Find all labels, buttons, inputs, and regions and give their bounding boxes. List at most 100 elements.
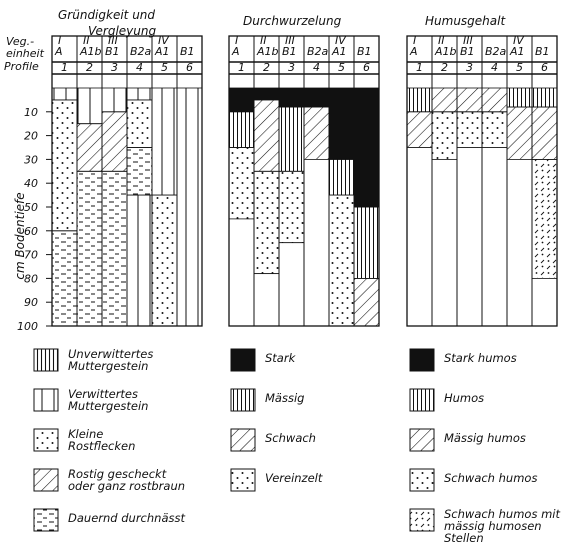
legend-label: mässig humosen [444,519,542,533]
profile-segment-dashes [76,170,103,327]
profile-number: 3 [288,61,295,74]
profile-segment-verwittert [126,194,153,327]
veg-unit-label: A1 [154,45,170,58]
profile-segment-dots [151,194,178,327]
profile-segment-dotdiag [531,158,558,279]
profile-segment-verwittert [126,87,153,101]
legend-swatch-dots [33,428,59,452]
profile-number: 2 [263,61,270,74]
veg-unit-label: B1 [282,45,297,58]
profile-segment-blank [303,158,330,327]
group-label: I [413,34,416,47]
profile-number: 2 [441,61,448,74]
profile-number: 4 [313,61,320,74]
legend-swatch-dotdiag [409,508,435,532]
panel-durchwurzelung: I II III IVA A1b B1 B2a A1 B11 2 3 4 5 6 [228,34,380,327]
profile-segment-verwittert [176,87,203,327]
profile-segment-vlines [328,158,355,196]
veg-unit-label: B1 [460,45,475,58]
profile-segment-verwittert [76,87,103,125]
y-tick-label: 50 [24,201,38,214]
legend-label: Dauernd durchnässt [68,511,185,525]
legend-label: Schwach humos mit [444,507,560,521]
group-label: III [285,34,295,47]
profile-segment-blank [506,158,533,327]
legend-label: Vereinzelt [265,471,323,485]
profile-segment-diag [353,277,380,327]
y-tick-label: 60 [24,225,38,238]
profile-segment-vlines [406,87,433,113]
profile-segment-blank [481,147,508,327]
profile-segment-blank [228,218,255,327]
legend-label: Muttergestein [68,359,148,373]
group-label: II [438,34,445,47]
panel1-title-line1: Gründigkeit und [58,8,155,22]
veg-unit-label: B1 [357,45,372,58]
profile-segment-dots [51,99,78,232]
profile-segment-diag [303,106,330,160]
profile-segment-blank [431,158,458,327]
legend-label: oder ganz rostbraun [68,479,185,493]
profile-segment-diag [253,99,280,172]
profile-segment-dots [253,170,280,275]
legend-label: Schwach humos [444,471,537,485]
veg-unit-label: A [231,45,240,58]
profile-segment-blank [531,277,558,327]
profile-number: 1 [238,61,245,74]
legend-label: Rostig gescheckt [68,467,167,481]
profile-segment-black [278,87,305,108]
profile-segment-diag [431,87,458,113]
profile-segment-dots [481,111,508,148]
profile-segment-diag [76,123,103,172]
veg-unit-label: A1b [434,45,457,58]
profile-segment-vlines [228,111,255,148]
y-tick-label: 20 [24,130,38,143]
legend-swatch-black [409,348,435,372]
y-tick-label: 30 [24,153,38,166]
legend-swatch-verwittert [33,388,59,412]
legend-label: Kleine [68,427,103,441]
y-tick-label: 10 [24,106,38,119]
profile-segment-vlines [353,206,380,279]
y-tick-label: 40 [24,177,38,190]
profile-segment-verwittert [101,87,128,113]
legend-label: Stellen [444,531,484,545]
veg-unit-label: B1 [105,45,120,58]
group-label: IV [158,34,170,47]
legend-label: Verwittertes [68,387,138,401]
veg-unit-label: B2a [130,45,152,58]
profile-number: 6 [541,61,548,74]
legend-label: Stark humos [444,351,517,365]
y-tick-label: 90 [24,296,38,309]
legend-swatch-vlines [230,388,256,412]
profile-segment-dots [228,147,255,220]
profile-segment-dashes [101,170,128,327]
profile-segment-dashes [51,230,78,327]
profile-number: 6 [363,61,370,74]
profile-segment-black [328,87,355,160]
veg-unit-label: B2a [485,45,507,58]
profile-segment-vlines [531,87,558,108]
profile-segment-blank [456,147,483,327]
profile-segment-black [253,87,280,101]
legend-swatch-vlines [409,388,435,412]
group-label: IV [335,34,347,47]
veg-unit-label: B1 [535,45,550,58]
profile-number: 4 [136,61,143,74]
profile-segment-blank [278,242,305,327]
legend-swatch-dots [230,468,256,492]
profile-segment-dots [278,170,305,244]
profile-segment-blank [253,273,280,327]
panel2-title: Durchwurzelung [243,14,342,28]
group-label: I [235,34,238,47]
profile-segment-diag [506,106,533,160]
veg-unit-label: B2a [307,45,329,58]
veg-unit-label: A1b [79,45,102,58]
legend-swatch-diag [409,428,435,452]
profile-number: 3 [466,61,473,74]
profile-number: 4 [491,61,498,74]
veg-unit-label: A1 [331,45,347,58]
profile-segment-diag [101,111,128,172]
profile-segment-black [303,87,330,108]
